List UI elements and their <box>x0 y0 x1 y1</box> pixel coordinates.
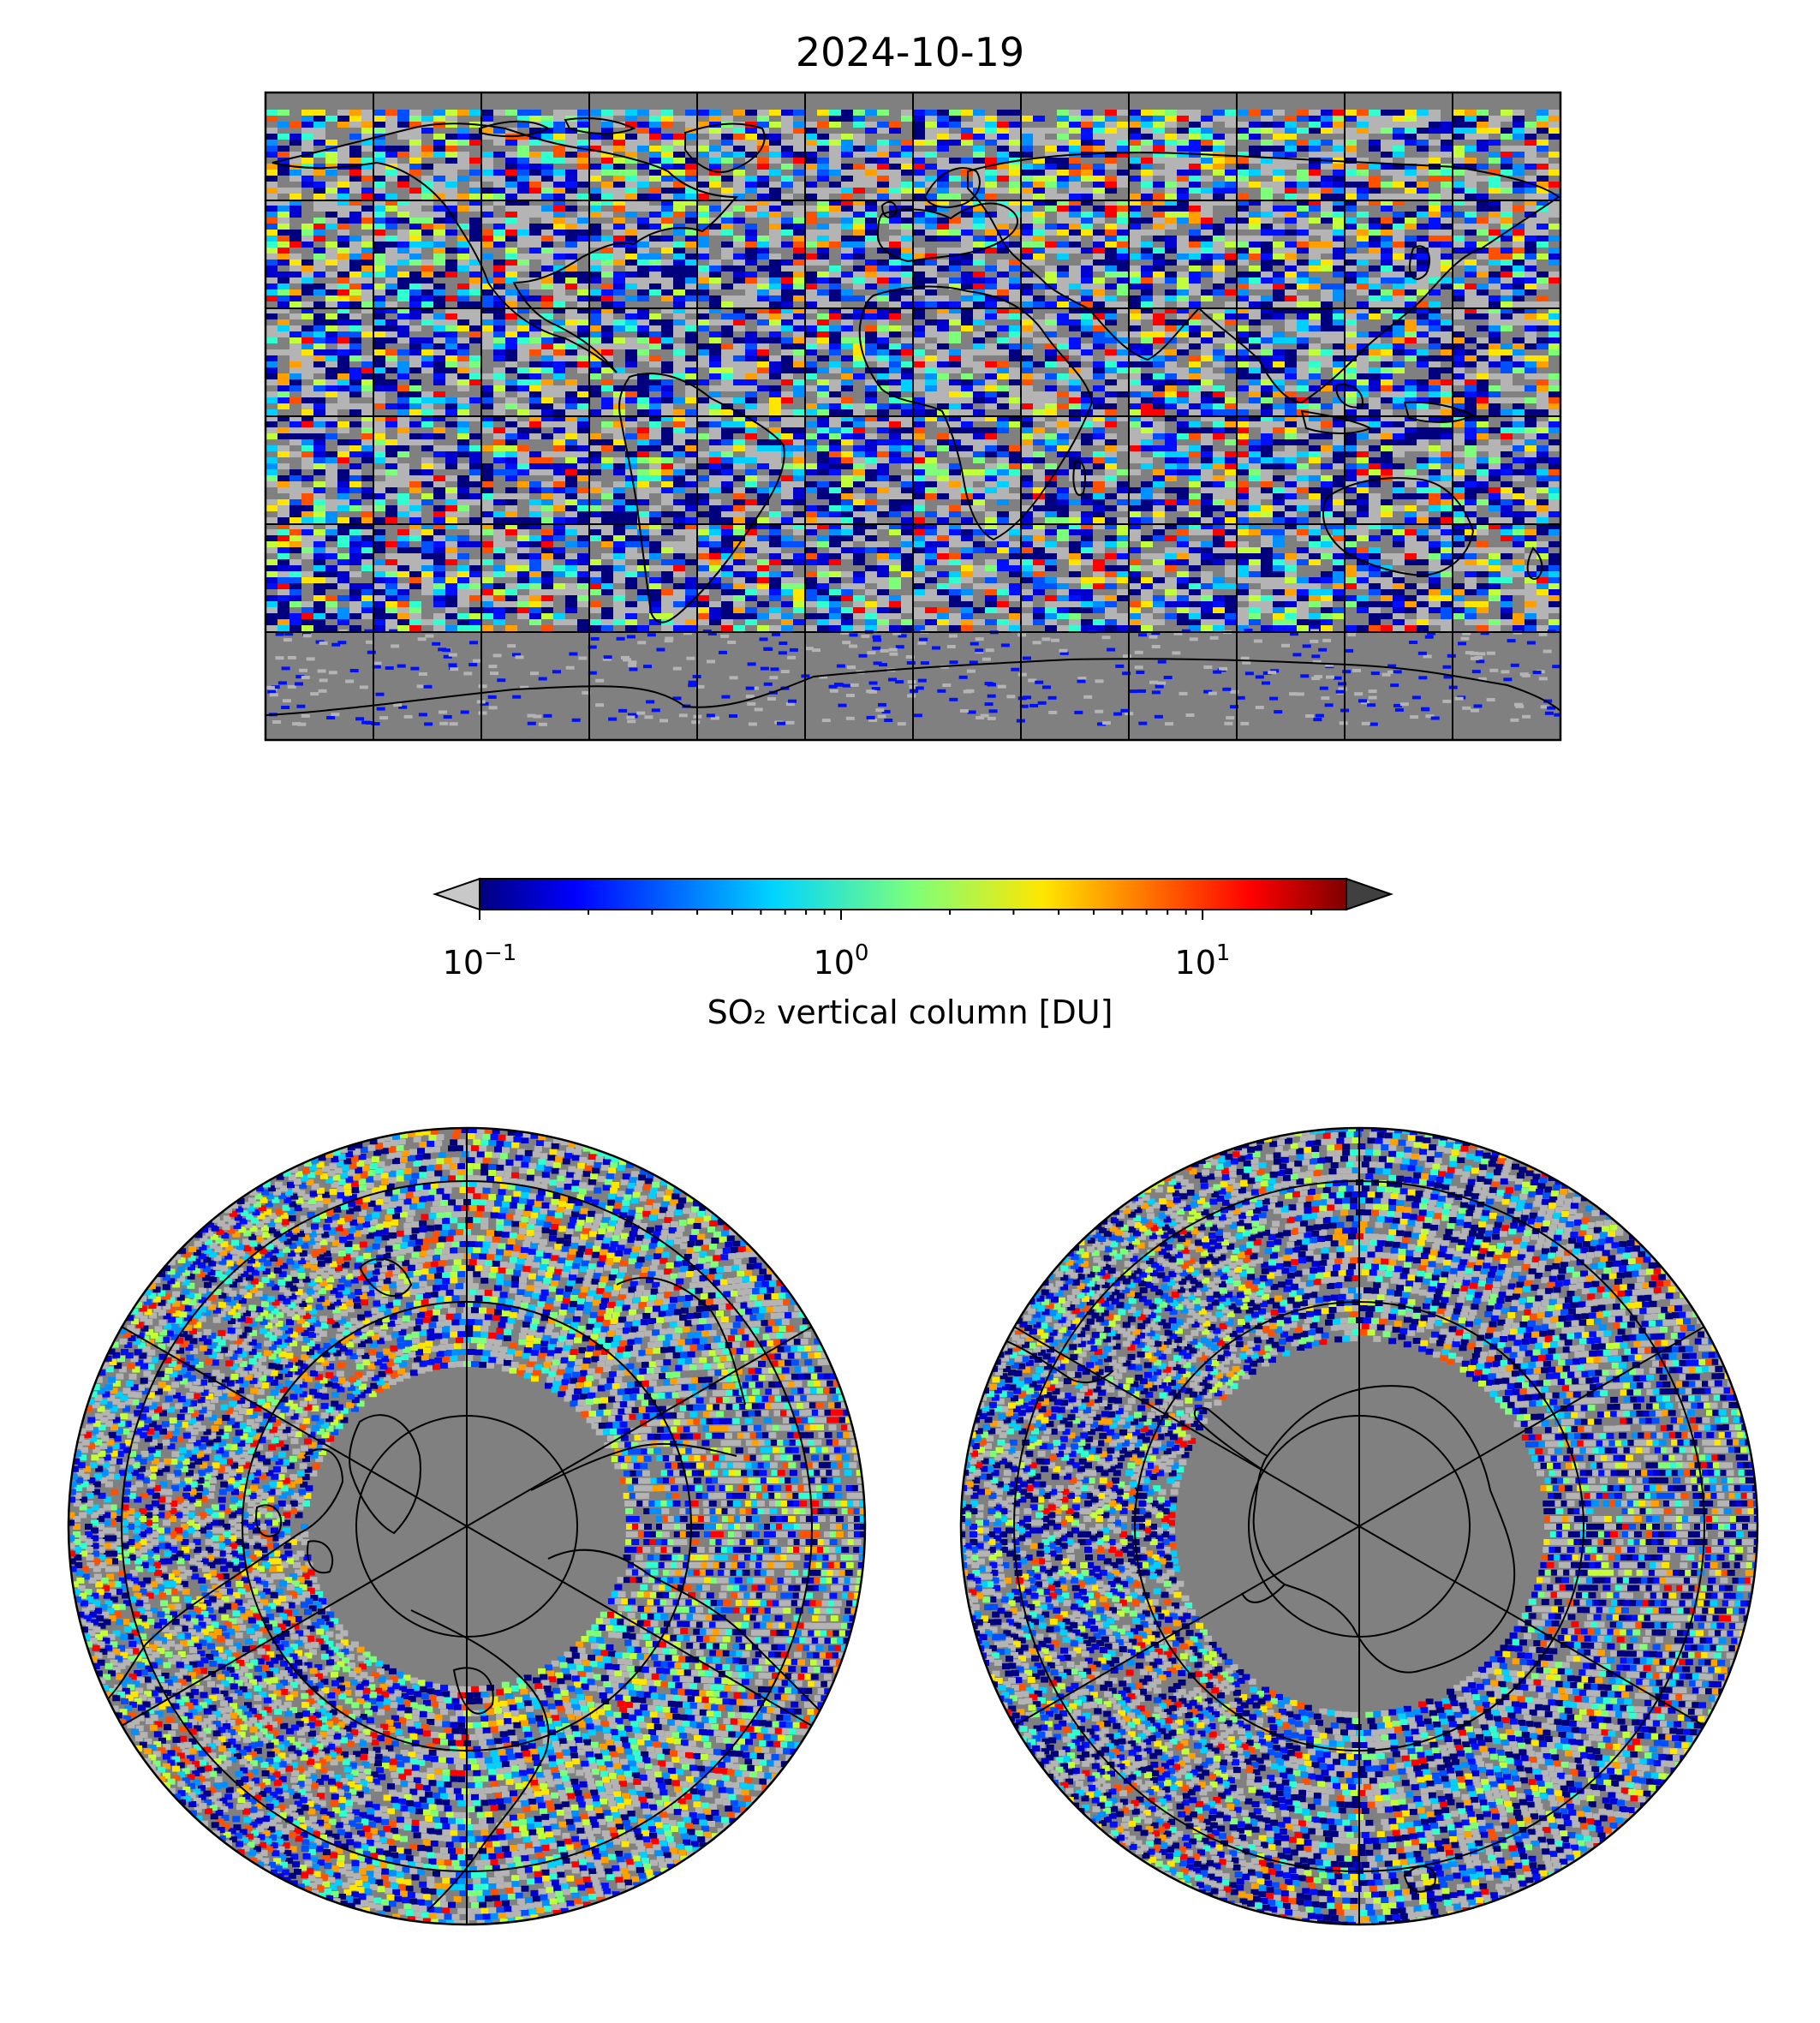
global-map <box>264 91 1562 742</box>
south-so2-field <box>961 1128 1757 1925</box>
colorbar-tick-label-1: 100 <box>814 940 869 982</box>
colorbar-over-extension <box>1346 877 1394 911</box>
south-polar-map <box>959 1126 1759 1926</box>
global-coastlines <box>266 117 1560 716</box>
colorbar-under-extension <box>432 877 480 911</box>
global-gridlines <box>266 92 1560 740</box>
colorbar <box>432 877 1394 920</box>
colorbar-tick-label-2: 101 <box>1175 940 1231 982</box>
south-map-frame <box>959 1126 1759 1926</box>
south-gridlines <box>1013 1128 1705 1925</box>
colorbar-gradient <box>480 879 1346 910</box>
north-polar-map <box>67 1126 867 1926</box>
north-coastlines <box>102 1257 823 1911</box>
figure-title: 2024-10-19 <box>0 29 1820 75</box>
global-map-frame <box>264 91 1562 742</box>
colorbar-frame <box>479 878 1347 910</box>
colorbar-label: SO₂ vertical column [DU] <box>0 994 1820 1031</box>
north-so2-field <box>69 1128 865 1925</box>
north-gridlines <box>121 1128 813 1925</box>
colorbar-tick-label-0: 10−1 <box>443 940 517 982</box>
north-map-frame <box>67 1126 867 1926</box>
colorbar-ticks <box>479 910 1313 920</box>
